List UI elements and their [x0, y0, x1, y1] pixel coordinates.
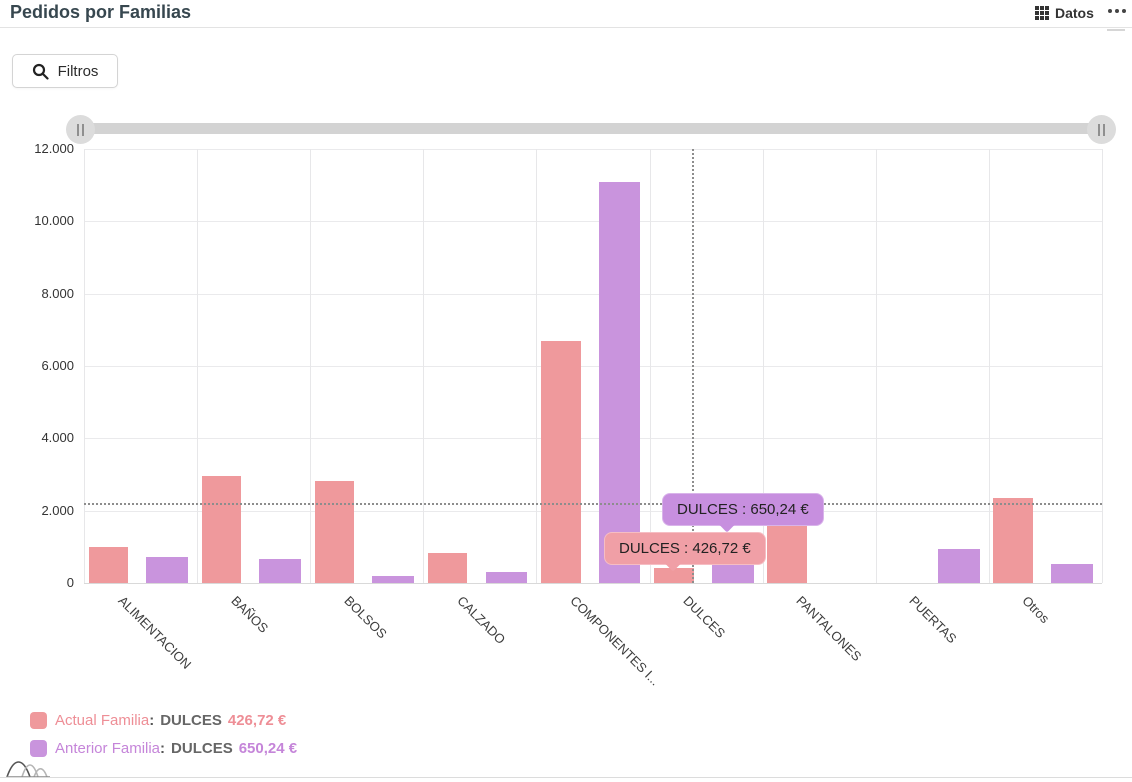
filters-label: Filtros	[57, 62, 99, 80]
x-axis-tick-label: PUERTAS	[906, 593, 960, 647]
x-axis-tick-label: BAÑOS	[228, 593, 271, 636]
filters-button[interactable]: Filtros	[12, 54, 118, 88]
bar-anterior-ALIMENTACION[interactable]	[146, 556, 189, 583]
legend-value: 426,72 €	[227, 711, 287, 729]
more-menu-button[interactable]	[1106, 2, 1128, 20]
bar-actual-BOLSOS[interactable]	[314, 481, 355, 583]
bar-anterior-CALZADO[interactable]	[485, 571, 528, 583]
legend-colon: :	[149, 711, 155, 729]
pause-grip-icon	[82, 123, 84, 136]
gridline-vertical	[875, 149, 877, 583]
y-axis-tick-label: 0	[66, 575, 74, 590]
bar-anterior-BOLSOS[interactable]	[372, 575, 415, 583]
bar-actual-DULCES[interactable]	[654, 567, 694, 583]
grid-icon	[1035, 6, 1049, 20]
legend-category: DULCES	[160, 711, 222, 729]
datos-button[interactable]: Datos	[1035, 3, 1094, 23]
x-axis-tick-label: Otros	[1019, 593, 1053, 627]
ellipsis-icon	[1108, 9, 1112, 13]
x-axis-tick-label: BOLSOS	[341, 593, 390, 642]
datos-label: Datos	[1055, 5, 1094, 21]
bar-actual-ALIMENTACION[interactable]	[88, 546, 129, 583]
gridline-vertical	[649, 149, 651, 583]
average-dotted-line	[84, 503, 1102, 506]
gridline-horizontal	[84, 510, 1102, 512]
more-menu-underline	[1107, 29, 1125, 31]
tooltip-anterior-familia: DULCES : 650,24 €	[662, 493, 824, 526]
pause-grip-icon	[1103, 123, 1105, 136]
legend-swatch-anterior	[30, 739, 47, 757]
zoom-slider-track[interactable]	[84, 123, 1102, 134]
bar-anterior-BAÑOS[interactable]	[259, 558, 302, 583]
bar-actual-Otros[interactable]	[993, 498, 1033, 583]
header-divider	[0, 27, 1132, 28]
gridline-horizontal	[84, 293, 1102, 295]
pause-grip-icon	[77, 123, 79, 136]
bar-actual-BAÑOS[interactable]	[201, 475, 242, 583]
y-axis-tick-label: 8.000	[41, 285, 74, 301]
gridline-horizontal	[84, 583, 1102, 584]
page-title: Pedidos por Familias	[10, 2, 192, 22]
gridline-horizontal	[84, 221, 1102, 223]
gridline-vertical	[197, 149, 199, 583]
gridline-vertical	[1102, 149, 1103, 583]
gridline-horizontal	[84, 149, 1102, 150]
gridline-vertical	[310, 149, 312, 583]
bar-actual-CALZADO[interactable]	[427, 552, 468, 583]
bar-actual-PANTALONES[interactable]	[767, 516, 807, 583]
x-axis-tick-label: CALZADO	[454, 593, 509, 648]
y-axis-tick-label: 4.000	[41, 430, 74, 446]
legend-category: DULCES	[171, 739, 233, 757]
legend-item-anterior-familia[interactable]: Anterior Familia: DULCES 650,24 €	[30, 738, 297, 758]
zoom-slider-handle-left[interactable]	[66, 115, 95, 144]
legend-colon: :	[160, 739, 166, 757]
bottom-divider	[0, 777, 1132, 778]
x-axis-tick-label: ALIMENTACION	[114, 593, 194, 672]
tooltip-actual-familia: DULCES : 426,72 €	[604, 532, 766, 565]
y-axis-tick-label: 6.000	[41, 358, 74, 373]
bar-anterior-DULCES[interactable]	[711, 559, 754, 583]
y-axis-tick-label: 10.000	[34, 213, 74, 229]
bar-anterior-Otros[interactable]	[1051, 563, 1093, 583]
crosshair-dotted-line	[691, 149, 694, 583]
bar-actual-COMPONENTESI[interactable]	[540, 340, 581, 583]
gridline-vertical	[988, 149, 990, 583]
gridline-vertical	[762, 149, 764, 583]
gridline-horizontal	[84, 366, 1102, 367]
x-axis-tick-label: PANTALONES	[793, 593, 865, 665]
gridline-horizontal	[84, 438, 1102, 440]
legend-series-label: Anterior Familia	[55, 739, 161, 757]
gridline-vertical	[84, 149, 85, 583]
gridline-vertical	[423, 149, 425, 583]
zoom-slider-handle-right[interactable]	[1087, 115, 1116, 144]
legend-value: 650,24 €	[238, 739, 298, 757]
legend-swatch-actual	[30, 711, 47, 729]
ellipsis-icon	[1115, 9, 1119, 13]
y-axis-tick-label: 12.000	[34, 141, 74, 156]
x-axis-tick-label: COMPONENTES I...	[567, 593, 663, 689]
legend-item-actual-familia[interactable]: Actual Familia: DULCES 426,72 €	[30, 710, 286, 730]
bar-anterior-COMPONENTESI[interactable]	[598, 181, 641, 583]
plot-area: ALIMENTACION BAÑOS BOLSOS CALZADO COMPONENTE…	[84, 149, 1103, 688]
gridline-vertical	[536, 149, 538, 583]
search-icon	[32, 63, 49, 80]
bar-anterior-PUERTAS[interactable]	[937, 549, 980, 583]
pause-grip-icon	[1098, 123, 1100, 136]
legend-series-label: Actual Familia	[55, 711, 150, 729]
y-axis-tick-label: 2.000	[41, 502, 74, 518]
ellipsis-icon	[1122, 9, 1126, 13]
x-axis-tick-label: DULCES	[680, 593, 729, 641]
